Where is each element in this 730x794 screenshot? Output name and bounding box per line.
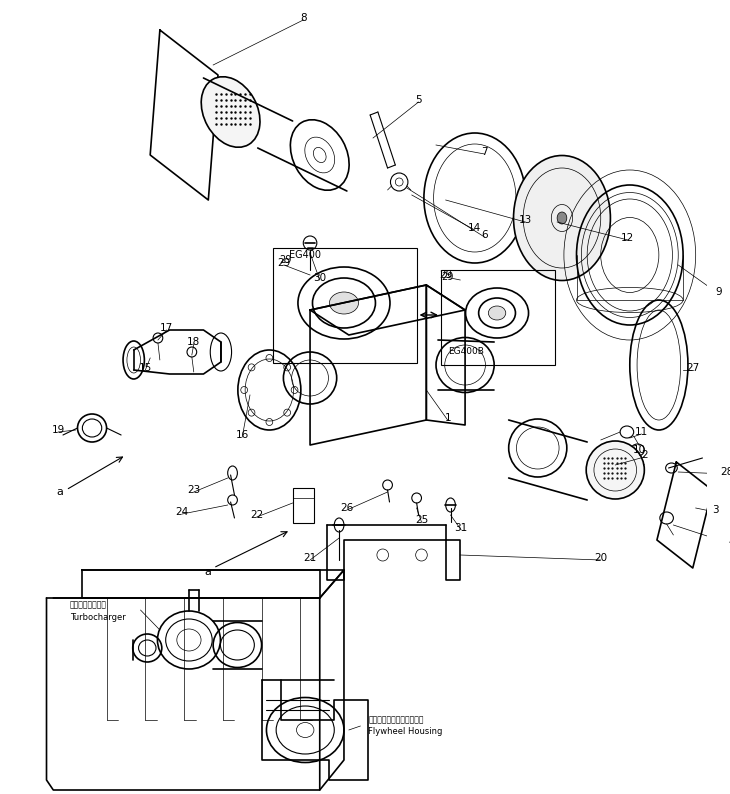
Ellipse shape — [329, 292, 358, 314]
Text: 23: 23 — [187, 485, 201, 495]
Text: 4: 4 — [729, 537, 730, 547]
Text: 18: 18 — [187, 337, 201, 347]
Text: 10: 10 — [633, 445, 646, 455]
Text: 11: 11 — [635, 427, 648, 437]
Text: 29: 29 — [442, 272, 454, 282]
Text: 7: 7 — [481, 147, 488, 157]
Text: a: a — [57, 487, 64, 497]
Ellipse shape — [523, 168, 601, 268]
Text: 31: 31 — [455, 523, 468, 533]
Bar — [293, 488, 314, 523]
Text: 26: 26 — [340, 503, 353, 513]
Text: EG400: EG400 — [289, 250, 320, 260]
Ellipse shape — [488, 306, 506, 320]
Ellipse shape — [513, 156, 610, 280]
Text: a: a — [204, 567, 211, 577]
Text: ターボチャージャ: ターボチャージャ — [70, 600, 107, 610]
Text: 5: 5 — [415, 95, 422, 105]
Text: EG400B: EG400B — [447, 347, 483, 356]
Text: 24: 24 — [175, 507, 189, 517]
Text: 16: 16 — [236, 430, 249, 440]
Text: 30: 30 — [313, 273, 326, 283]
Ellipse shape — [291, 120, 349, 191]
Text: 14: 14 — [468, 223, 481, 233]
Text: 29: 29 — [277, 258, 291, 268]
Ellipse shape — [586, 441, 645, 499]
Text: 25: 25 — [415, 515, 428, 525]
Text: 19: 19 — [52, 425, 65, 435]
Text: Turbocharger: Turbocharger — [70, 612, 126, 622]
Ellipse shape — [201, 77, 260, 147]
Text: 9: 9 — [715, 287, 722, 297]
Text: 2: 2 — [641, 450, 648, 460]
Text: 27: 27 — [686, 363, 699, 373]
Ellipse shape — [557, 212, 566, 224]
Text: フライホイールハウジング: フライホイールハウジング — [368, 715, 423, 724]
Bar — [273, 248, 417, 363]
Text: 29: 29 — [439, 270, 453, 280]
Text: 28: 28 — [720, 467, 730, 477]
Text: 6: 6 — [481, 230, 488, 240]
Text: Flywheel Housing: Flywheel Housing — [368, 727, 442, 737]
Text: 12: 12 — [621, 233, 634, 243]
Text: 3: 3 — [712, 505, 718, 515]
Text: 15: 15 — [139, 363, 152, 373]
Text: 20: 20 — [594, 553, 607, 563]
Text: 8: 8 — [300, 13, 307, 23]
Text: 29: 29 — [280, 255, 292, 265]
Text: 17: 17 — [160, 323, 173, 333]
Text: 13: 13 — [518, 215, 531, 225]
Bar — [441, 270, 556, 365]
Text: 21: 21 — [304, 553, 317, 563]
Text: 1: 1 — [445, 413, 451, 423]
Text: 22: 22 — [250, 510, 264, 520]
